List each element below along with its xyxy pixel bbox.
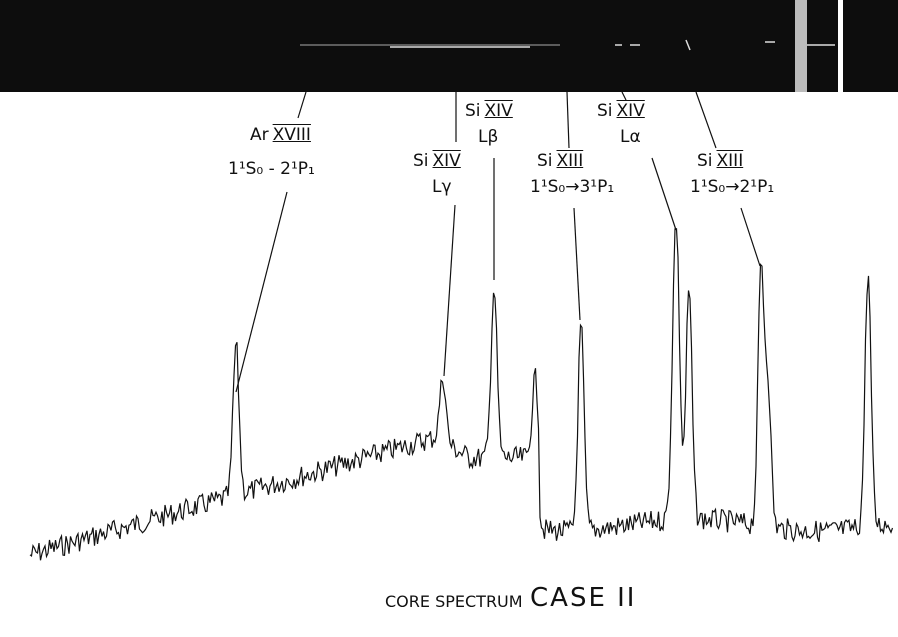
ion-label: Ar XVIII: [250, 124, 311, 146]
stage: XIII: [716, 151, 744, 171]
stage: XVIII: [272, 125, 311, 145]
film-edge: [838, 0, 843, 92]
caption: CORE SPECTRUM: [385, 592, 523, 611]
stage: XIV: [616, 101, 645, 121]
ion-label: Si XIV: [465, 100, 513, 122]
ion-label: Si XIV: [597, 100, 645, 122]
ion-label: Si XIII: [537, 150, 583, 172]
film-edge: [795, 0, 807, 92]
stage: XIV: [432, 151, 461, 171]
transition: Lγ: [432, 177, 452, 197]
spectrum-trace: [29, 228, 894, 561]
caption: CASE II: [530, 583, 637, 613]
stage: XIII: [556, 151, 584, 171]
stage: XIV: [484, 101, 513, 121]
film-strip: [0, 0, 898, 92]
ion-label: Si XIII: [697, 150, 743, 172]
transition: 1¹S₀→3¹P₁: [530, 177, 615, 197]
transition: Lα: [620, 127, 641, 147]
leader-lines: [235, 91, 761, 393]
element: Si: [537, 151, 553, 171]
element: Si: [465, 101, 481, 121]
element: Ar: [250, 125, 269, 145]
transition: Lβ: [478, 127, 499, 147]
ion-label: Si XIV: [413, 150, 461, 172]
transition: 1¹S₀ - 2¹P₁: [228, 159, 315, 179]
transition: 1¹S₀→2¹P₁: [690, 177, 775, 197]
element: Si: [413, 151, 429, 171]
element: Si: [597, 101, 613, 121]
element: Si: [697, 151, 713, 171]
